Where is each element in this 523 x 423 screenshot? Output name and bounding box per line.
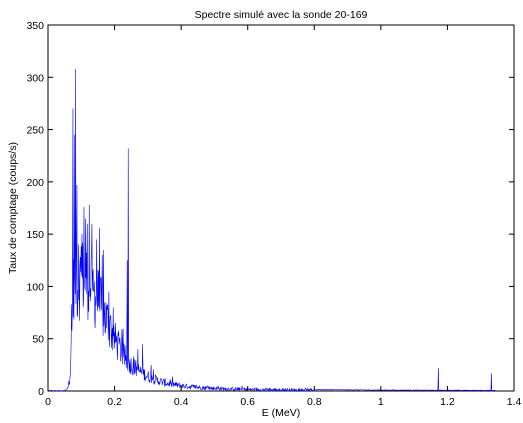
x-tick-label: 0.4 — [174, 396, 189, 408]
x-tick-label: 0.2 — [107, 396, 122, 408]
x-axis-label: E (MeV) — [262, 407, 301, 419]
plot-area — [47, 24, 515, 392]
x-tick-label: 0.6 — [240, 396, 255, 408]
series-layer — [47, 68, 496, 393]
y-tick-label: 100 — [26, 281, 44, 293]
y-tick-label: 0 — [38, 386, 44, 398]
y-axis-label: Taux de comptage (coups/s) — [7, 142, 19, 274]
x-tick-label: 1.2 — [440, 396, 455, 408]
y-tick-label: 300 — [26, 72, 44, 84]
y-tick-label: 200 — [26, 177, 44, 189]
x-tick-label: 1 — [378, 396, 384, 408]
x-tick-label: 1.4 — [507, 396, 522, 408]
x-axis-ticks: 0 0.2 0.4 0.6 0.8 1 1.2 1.4 — [45, 25, 521, 408]
y-tick-label: 250 — [26, 125, 44, 137]
y-tick-label: 150 — [26, 229, 44, 241]
y-axis-ticks: 0 50 100 150 200 250 300 350 — [26, 20, 514, 398]
y-tick-label: 350 — [26, 20, 44, 32]
spectrum-line — [47, 68, 496, 393]
x-tick-label: 0 — [45, 396, 51, 408]
y-tick-label: 50 — [32, 334, 44, 346]
x-tick-label: 0.8 — [307, 396, 322, 408]
chart-title: Spectre simulé avec la sonde 20-169 — [195, 9, 368, 21]
